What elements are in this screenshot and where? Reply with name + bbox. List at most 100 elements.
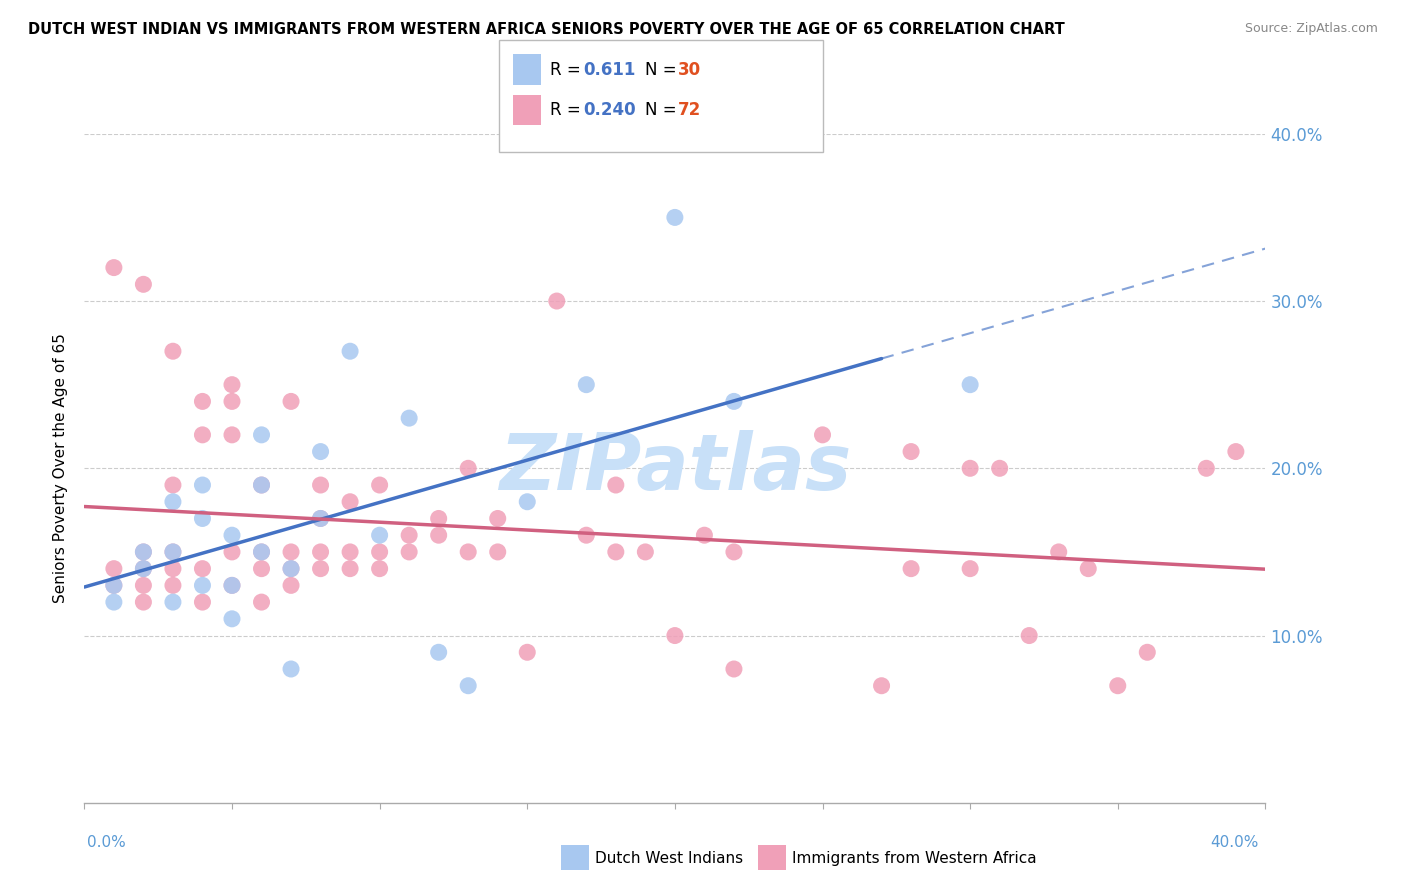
Text: 0.611: 0.611 <box>583 61 636 78</box>
Point <box>103 578 125 592</box>
Point <box>221 377 243 392</box>
Point <box>575 528 598 542</box>
Point <box>427 511 450 525</box>
Point <box>605 545 627 559</box>
Point <box>191 511 214 525</box>
Point <box>723 394 745 409</box>
Point <box>368 478 391 492</box>
Point <box>221 545 243 559</box>
Point <box>309 511 332 525</box>
Text: DUTCH WEST INDIAN VS IMMIGRANTS FROM WESTERN AFRICA SENIORS POVERTY OVER THE AGE: DUTCH WEST INDIAN VS IMMIGRANTS FROM WES… <box>28 22 1064 37</box>
Point <box>368 545 391 559</box>
Point <box>723 545 745 559</box>
Point <box>398 545 420 559</box>
Point <box>162 545 184 559</box>
Point <box>221 612 243 626</box>
Point <box>132 562 155 576</box>
Point <box>132 545 155 559</box>
Point <box>280 562 302 576</box>
Point <box>309 478 332 492</box>
Point <box>486 545 509 559</box>
Point <box>250 428 273 442</box>
Point <box>811 428 834 442</box>
Point <box>575 377 598 392</box>
Text: Immigrants from Western Africa: Immigrants from Western Africa <box>792 851 1036 865</box>
Point <box>250 545 273 559</box>
Point <box>103 260 125 275</box>
Point <box>162 478 184 492</box>
Point <box>546 294 568 309</box>
Point <box>457 461 479 475</box>
Point <box>221 528 243 542</box>
Point <box>457 679 479 693</box>
Point <box>191 428 214 442</box>
Point <box>339 494 361 508</box>
Text: N =: N = <box>645 61 682 78</box>
Point <box>309 545 332 559</box>
Point <box>664 211 686 225</box>
Point <box>132 277 155 292</box>
Point <box>162 562 184 576</box>
Point <box>162 344 184 359</box>
Text: 40.0%: 40.0% <box>1211 836 1258 850</box>
Point <box>988 461 1011 475</box>
Text: Dutch West Indians: Dutch West Indians <box>595 851 742 865</box>
Point <box>723 662 745 676</box>
Point <box>132 578 155 592</box>
Text: ZIPatlas: ZIPatlas <box>499 430 851 507</box>
Point <box>309 511 332 525</box>
Point <box>280 578 302 592</box>
Point <box>693 528 716 542</box>
Point <box>221 578 243 592</box>
Text: Source: ZipAtlas.com: Source: ZipAtlas.com <box>1244 22 1378 36</box>
Point <box>368 528 391 542</box>
Point <box>398 528 420 542</box>
Point <box>959 461 981 475</box>
Point <box>516 645 538 659</box>
Point <box>398 411 420 425</box>
Point <box>162 595 184 609</box>
Text: 0.240: 0.240 <box>583 101 636 119</box>
Point <box>250 478 273 492</box>
Point <box>339 545 361 559</box>
Point <box>309 562 332 576</box>
Point <box>132 562 155 576</box>
Point <box>191 562 214 576</box>
Point <box>959 377 981 392</box>
Point <box>280 562 302 576</box>
Point <box>1195 461 1218 475</box>
Point <box>486 511 509 525</box>
Point <box>280 545 302 559</box>
Point <box>132 595 155 609</box>
Point <box>427 528 450 542</box>
Point <box>250 545 273 559</box>
Point <box>191 394 214 409</box>
Point <box>959 562 981 576</box>
Point <box>103 562 125 576</box>
Point <box>634 545 657 559</box>
Point <box>1136 645 1159 659</box>
Point <box>900 444 922 458</box>
Point <box>191 578 214 592</box>
Point <box>516 494 538 508</box>
Text: 72: 72 <box>678 101 702 119</box>
Point <box>1225 444 1247 458</box>
Text: 30: 30 <box>678 61 700 78</box>
Point <box>1047 545 1070 559</box>
Point <box>900 562 922 576</box>
Text: N =: N = <box>645 101 682 119</box>
Point <box>221 428 243 442</box>
Text: R =: R = <box>550 61 586 78</box>
Point <box>162 545 184 559</box>
Point <box>162 578 184 592</box>
Text: 0.0%: 0.0% <box>87 836 127 850</box>
Point <box>309 444 332 458</box>
Point <box>250 478 273 492</box>
Point <box>250 562 273 576</box>
Point <box>162 494 184 508</box>
Point <box>368 562 391 576</box>
Point <box>339 344 361 359</box>
Point <box>191 478 214 492</box>
Point <box>103 595 125 609</box>
Point <box>605 478 627 492</box>
